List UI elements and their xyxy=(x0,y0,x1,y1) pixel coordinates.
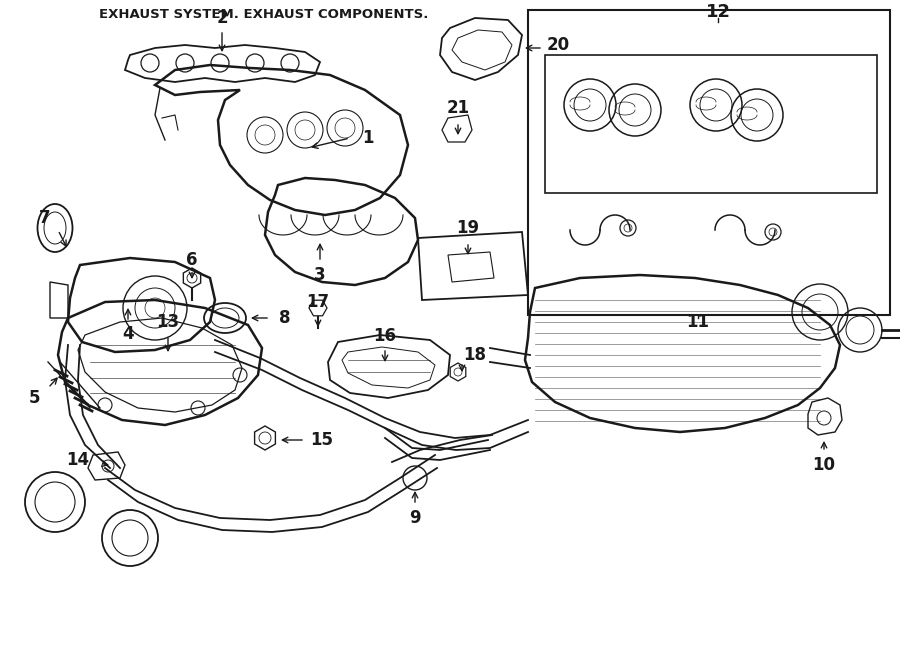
Text: 10: 10 xyxy=(813,456,835,474)
Bar xyxy=(545,55,877,193)
Text: 18: 18 xyxy=(464,346,487,364)
Text: 13: 13 xyxy=(157,313,180,331)
Text: 7: 7 xyxy=(40,209,50,227)
Text: 17: 17 xyxy=(306,293,329,311)
Text: 14: 14 xyxy=(67,451,90,469)
Text: 1: 1 xyxy=(362,129,374,147)
Text: 11: 11 xyxy=(687,313,709,331)
Text: 16: 16 xyxy=(374,327,397,345)
Text: 8: 8 xyxy=(279,309,291,327)
Text: EXHAUST SYSTEM. EXHAUST COMPONENTS.: EXHAUST SYSTEM. EXHAUST COMPONENTS. xyxy=(99,8,428,21)
Text: 15: 15 xyxy=(310,431,334,449)
Text: 19: 19 xyxy=(456,219,480,237)
Text: 12: 12 xyxy=(706,3,731,21)
Text: 3: 3 xyxy=(314,266,326,284)
Text: 6: 6 xyxy=(186,251,198,269)
Text: 9: 9 xyxy=(410,509,421,527)
Text: 2: 2 xyxy=(216,9,228,27)
Text: 21: 21 xyxy=(446,99,470,117)
Bar xyxy=(528,10,890,315)
Text: 20: 20 xyxy=(546,36,570,54)
Text: 5: 5 xyxy=(29,389,40,407)
Text: 4: 4 xyxy=(122,325,134,343)
